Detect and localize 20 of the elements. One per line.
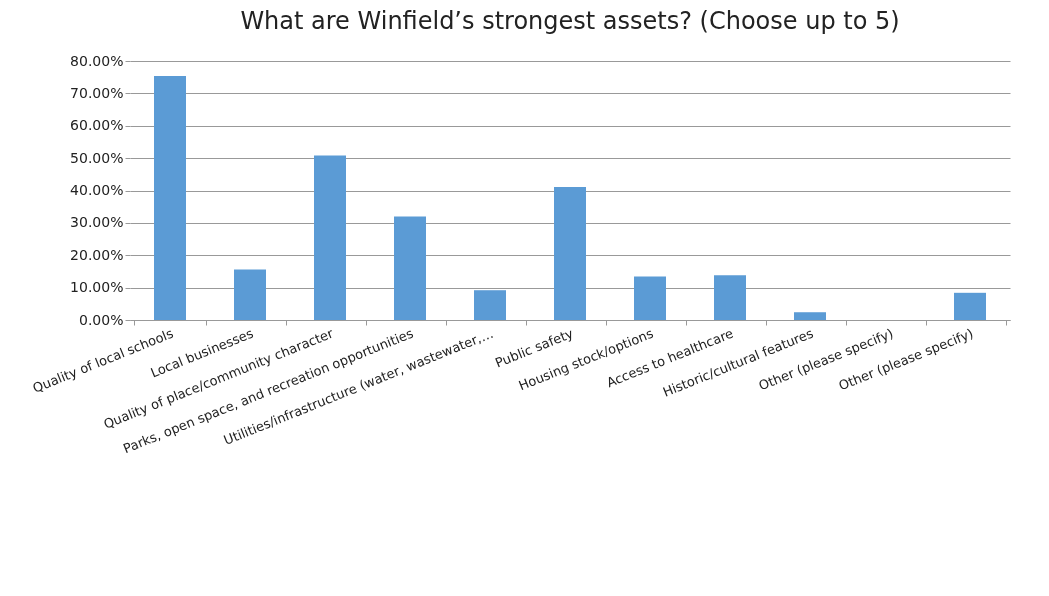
y-tick-label: 60.00% <box>70 117 124 134</box>
chart-title: What are Winfield’s strongest assets? (Choose up to 5) <box>240 7 900 35</box>
y-tick-label: 10.00% <box>70 279 124 296</box>
y-tick-label: 70.00% <box>70 84 124 101</box>
y-tick-label: 40.00% <box>70 182 124 198</box>
bar <box>954 292 986 320</box>
bar <box>394 216 426 320</box>
bar <box>154 75 186 320</box>
bar <box>714 275 746 320</box>
bar <box>474 290 506 320</box>
y-tick-label: 80.00% <box>70 52 124 69</box>
y-tick-label: 20.00% <box>70 246 124 263</box>
bar <box>634 276 666 320</box>
bar <box>234 269 266 320</box>
y-tick-label: 0.00% <box>79 311 124 328</box>
y-tick-label: 50.00% <box>70 149 124 166</box>
bar <box>554 186 586 320</box>
bar <box>314 155 346 320</box>
bar <box>794 312 826 320</box>
y-tick-label: 30.00% <box>70 214 124 231</box>
